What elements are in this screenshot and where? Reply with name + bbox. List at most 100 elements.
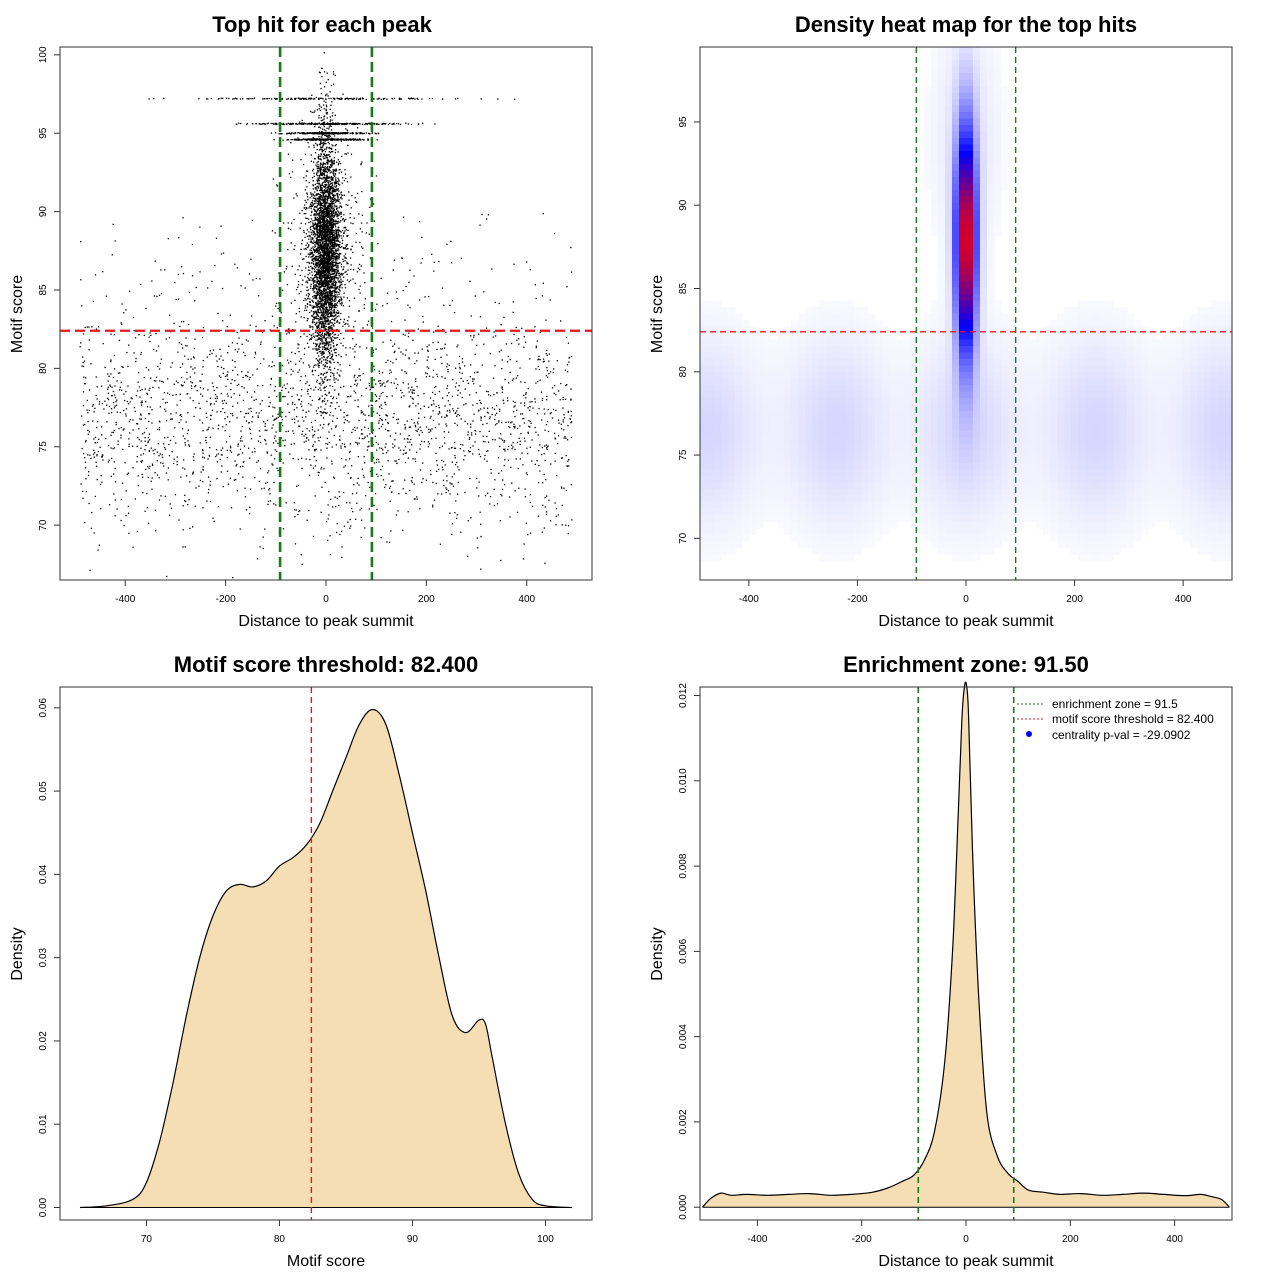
scatter-point xyxy=(489,503,491,505)
scatter-point xyxy=(346,244,349,246)
scatter-point xyxy=(380,393,382,395)
scatter-point xyxy=(308,262,311,265)
scatter-point xyxy=(317,363,319,365)
scatter-point xyxy=(381,383,383,385)
scatter-point xyxy=(159,362,162,364)
scatter-point xyxy=(331,189,334,191)
scatter-point xyxy=(226,456,228,459)
scatter-point xyxy=(297,484,299,487)
scatter-point xyxy=(320,214,322,216)
scatter-point xyxy=(214,397,217,400)
scatter-point xyxy=(546,367,548,369)
scatter-point xyxy=(336,199,338,201)
scatter-point xyxy=(474,429,476,432)
scatter-point xyxy=(170,366,172,368)
scatter-point xyxy=(303,177,305,179)
scatter-point xyxy=(516,360,518,362)
scatter-point xyxy=(182,363,184,365)
scatter-point xyxy=(342,93,344,95)
scatter-point xyxy=(342,229,344,232)
scatter-point xyxy=(397,510,399,512)
scatter-point xyxy=(316,182,318,184)
scatter-point xyxy=(302,163,305,166)
scatter-point xyxy=(120,381,122,383)
scatter-point xyxy=(319,251,321,253)
scatter-point xyxy=(567,371,569,373)
scatter-point xyxy=(322,374,324,376)
scatter-point xyxy=(396,418,398,421)
scatter-point xyxy=(394,439,396,441)
scatter-point xyxy=(343,412,345,414)
scatter-point xyxy=(270,378,272,380)
scatter-point xyxy=(240,430,242,432)
scatter-point xyxy=(331,213,333,215)
scatter-point xyxy=(474,295,476,297)
scatter-point xyxy=(328,250,330,252)
scatter-point xyxy=(460,418,462,420)
scatter-point xyxy=(460,377,462,380)
scatter-point xyxy=(275,418,277,420)
scatter-point xyxy=(327,262,330,264)
scatter-point xyxy=(321,221,323,223)
scatter-point xyxy=(405,349,407,351)
scatter-point xyxy=(120,434,122,436)
scatter-point xyxy=(94,451,96,454)
scatter-point xyxy=(231,342,234,344)
scatter-point xyxy=(500,559,502,562)
scatter-point xyxy=(432,376,434,378)
scatter-point xyxy=(432,410,434,412)
scatter-point xyxy=(250,258,252,260)
scatter-point xyxy=(221,454,223,456)
scatter-point xyxy=(126,351,128,354)
scatter-point xyxy=(144,449,146,451)
scatter-point xyxy=(112,390,115,393)
scatter-point xyxy=(321,303,323,305)
scatter-point xyxy=(120,322,122,324)
scatter-point xyxy=(332,295,334,297)
scatter-point xyxy=(159,406,161,408)
scatter-point xyxy=(329,302,331,304)
scatter-point xyxy=(95,328,98,330)
scatter-point xyxy=(120,427,122,429)
scatter-point xyxy=(320,195,322,197)
scatter-point xyxy=(203,457,206,459)
scatter-point xyxy=(523,437,526,439)
scatter-point xyxy=(328,143,330,145)
scatter-point xyxy=(96,453,98,456)
scatter-point xyxy=(486,218,488,220)
scatter-point xyxy=(236,267,238,269)
scatter-point xyxy=(184,500,186,502)
scatter-point xyxy=(322,162,325,164)
scatter-point xyxy=(321,326,323,329)
scatter-point xyxy=(342,280,344,282)
scatter-point xyxy=(322,352,324,355)
scatter-point xyxy=(311,426,314,428)
scatter-point xyxy=(269,384,272,386)
scatter-point xyxy=(397,422,399,424)
scatter-point xyxy=(317,258,319,260)
scatter-point xyxy=(321,146,324,148)
scatter-point xyxy=(83,360,86,362)
scatter-point xyxy=(264,423,266,425)
scatter-point xyxy=(338,495,341,498)
scatter-point xyxy=(320,449,322,451)
scatter-point xyxy=(446,243,448,245)
scatter-point xyxy=(311,305,313,307)
scatter-point xyxy=(318,320,320,322)
scatter-point xyxy=(534,326,536,328)
scatter-point xyxy=(337,248,339,250)
scatter-point xyxy=(357,477,359,479)
scatter-point xyxy=(456,410,458,412)
scatter-point xyxy=(324,200,326,203)
scatter-point xyxy=(328,296,330,298)
scatter-point xyxy=(324,207,326,209)
scatter-point xyxy=(455,382,457,384)
scatter-point xyxy=(305,411,307,413)
scatter-point xyxy=(336,305,338,307)
scatter-point xyxy=(364,426,366,428)
scatter-point xyxy=(205,436,207,439)
scatter-point xyxy=(319,293,322,296)
scatter-point xyxy=(309,301,311,303)
scatter-point xyxy=(332,415,334,417)
scatter-point xyxy=(326,176,329,178)
